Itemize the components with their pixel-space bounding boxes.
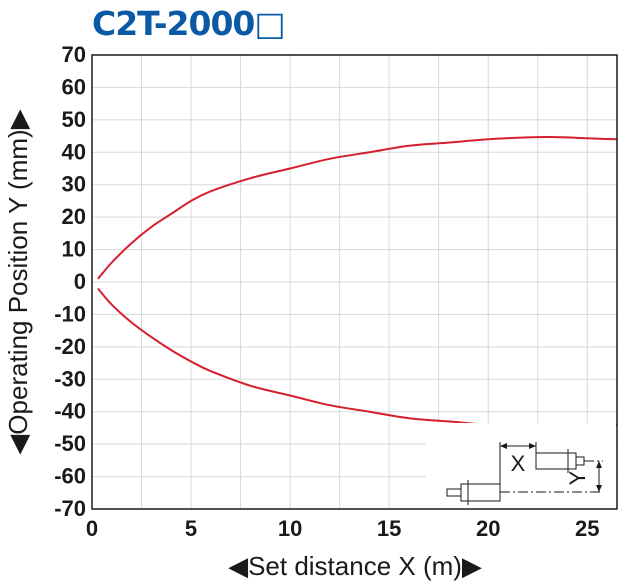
y-tick-label: -30 [54, 366, 86, 391]
y-tick-label: -20 [54, 334, 86, 359]
y-tick-label: -10 [54, 301, 86, 326]
chart-title: C2T-2000□ [92, 4, 286, 43]
x-tick-label: 5 [185, 516, 197, 541]
y-tick-label: 60 [62, 74, 86, 99]
inset-label-x: X [511, 451, 526, 476]
x-tick-label: 25 [575, 516, 599, 541]
series-0-line [97, 135, 618, 280]
y-tick-labels: 70 60 50 40 30 20 10 0 -10 -20 -30 -40 -50 -60 -70 [54, 42, 86, 521]
y-tick-label: -70 [54, 496, 86, 521]
y-tick-label: -40 [54, 399, 86, 424]
x-tick-label: 15 [377, 516, 401, 541]
y-tick-label: 30 [62, 172, 86, 197]
inset-label-y: Y [565, 470, 590, 485]
x-tick-label: 0 [86, 516, 98, 541]
y-tick-label: 40 [62, 139, 86, 164]
y-tick-label: 10 [62, 237, 86, 262]
y-tick-label: -60 [54, 464, 86, 489]
y-tick-label: 20 [62, 204, 86, 229]
series-1-line [97, 287, 618, 428]
x-tick-label: 10 [278, 516, 302, 541]
y-tick-label: 50 [62, 107, 86, 132]
y-tick-label: 0 [74, 269, 86, 294]
x-axis-label: ◀Set distance X (m)▶ [228, 551, 482, 581]
x-tick-label: 20 [476, 516, 500, 541]
setup-inset-diagram: X Y [426, 423, 616, 508]
y-tick-label: -50 [54, 431, 86, 456]
y-tick-label: 70 [62, 42, 86, 67]
x-tick-labels: 0 5 10 15 20 25 [86, 516, 600, 541]
plot-frame [91, 54, 618, 510]
y-axis-label: ◀Operating Position Y (mm)▶ [3, 109, 33, 454]
